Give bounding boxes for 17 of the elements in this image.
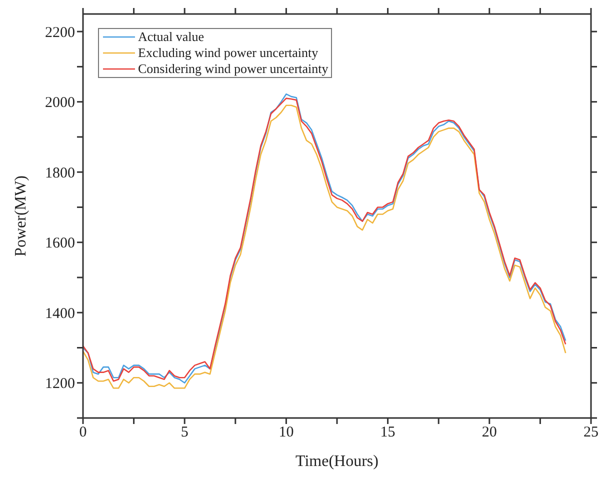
legend-label: Excluding wind power uncertainty bbox=[138, 45, 318, 61]
x-tick-label: 0 bbox=[79, 424, 87, 441]
y-tick-label: 1400 bbox=[45, 306, 75, 322]
legend-label: Actual value bbox=[138, 29, 204, 45]
x-tick-label: 15 bbox=[380, 424, 396, 441]
y-tick-label: 1200 bbox=[45, 376, 75, 392]
legend-label: Considering wind power uncertainty bbox=[138, 61, 328, 77]
x-tick-label: 5 bbox=[180, 424, 188, 441]
y-tick-label: 2000 bbox=[45, 95, 75, 112]
x-tick-label: 20 bbox=[482, 424, 497, 441]
y-tick-label: 2200 bbox=[45, 24, 75, 41]
x-tick-label: 10 bbox=[278, 424, 294, 441]
y-tick-label: 1600 bbox=[45, 236, 75, 252]
y-tick-label: 1800 bbox=[45, 165, 75, 182]
x-axis-title: Time(Hours) bbox=[296, 453, 378, 470]
x-tick-label: 25 bbox=[584, 424, 598, 441]
y-axis-title: Power(MW) bbox=[12, 176, 30, 256]
